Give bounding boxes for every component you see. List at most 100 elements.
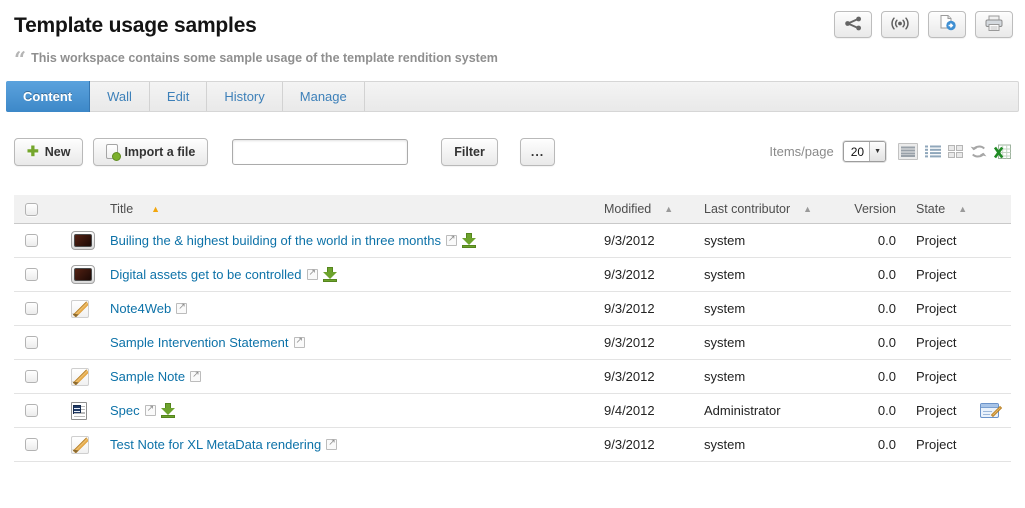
row-checkbox[interactable] [25,438,38,451]
print-button[interactable] [975,11,1013,38]
table-row: Sample Note 9/3/2012 system 0.0 Project [14,360,1011,394]
row-checkbox[interactable] [25,234,38,247]
subscribe-button[interactable] [881,11,919,38]
column-header-state[interactable]: State [916,202,946,216]
video-doc-icon [71,231,95,250]
export-button[interactable] [928,11,966,38]
items-per-page-select[interactable]: 20 ▼ [842,141,886,162]
tab-edit[interactable]: Edit [150,82,208,111]
share-icon [844,16,863,34]
column-header-title[interactable]: Title [110,202,134,216]
external-link-icon[interactable] [326,437,338,450]
external-link-icon[interactable] [445,233,457,246]
excel-export-icon[interactable] [994,144,1011,159]
sort-icon-contributor[interactable]: ▲ [803,204,813,214]
version-cell: 0.0 [877,233,896,248]
word-doc-icon [71,401,87,420]
more-button-label: ... [530,144,545,159]
tab-manage[interactable]: Manage [283,82,365,111]
contributor-cell: system [704,267,746,282]
state-cell: Project [916,267,957,282]
version-cell: 0.0 [877,301,896,316]
modified-cell: 9/3/2012 [604,437,655,452]
table-row: Sample Intervention Statement 9/3/2012 s… [14,326,1011,360]
broadcast-icon [889,16,911,34]
document-link[interactable]: Spec [110,403,140,418]
modified-cell: 9/3/2012 [604,335,655,350]
column-header-modified[interactable]: Modified [604,202,652,216]
workspace-description: “ This workspace contains some sample usa… [14,49,1025,70]
row-checkbox[interactable] [25,302,38,315]
table-row: Spec 9/4/2012 Administrator 0.0 Project [14,394,1011,428]
import-file-icon [106,144,122,161]
note-doc-icon [71,435,89,454]
tab-bar: Content Wall Edit History Manage [6,81,1019,112]
new-button-label: New [44,144,71,159]
row-checkbox[interactable] [25,370,38,383]
tab-content[interactable]: Content [6,81,91,112]
document-link[interactable]: Digital assets get to be controlled [110,267,302,282]
content-table: Title ▲ Modified ▲ Last contributor ▲ Ve… [14,195,1011,462]
items-per-page-value: 20 [850,144,865,159]
refresh-icon[interactable] [970,144,987,159]
note-doc-icon [71,367,89,386]
column-header-last-contributor[interactable]: Last contributor [704,202,791,216]
tab-history[interactable]: History [207,82,283,111]
state-cell: Project [916,233,957,248]
modified-cell: 9/3/2012 [604,267,655,282]
external-link-icon[interactable] [306,267,318,280]
items-per-page-group: Items/page 20 ▼ [769,141,1011,162]
external-link-icon[interactable] [293,335,305,348]
detail-list-view-icon[interactable] [925,145,941,158]
import-button-label: Import a file [124,144,196,159]
grid-view-icon[interactable] [948,145,963,158]
row-checkbox[interactable] [25,336,38,349]
state-cell: Project [916,301,957,316]
sort-icon-modified[interactable]: ▲ [664,204,674,214]
print-icon [984,15,1004,35]
locked-edit-icon [980,403,1003,418]
download-icon[interactable] [322,267,338,282]
modified-cell: 9/3/2012 [604,233,655,248]
select-all-checkbox[interactable] [25,202,38,216]
modified-cell: 9/4/2012 [604,403,655,418]
export-icon [937,14,957,35]
new-button[interactable]: ✚ New [14,137,84,166]
download-icon[interactable] [160,403,176,418]
sort-asc-icon[interactable]: ▲ [151,204,161,214]
list-view-icon[interactable] [898,143,918,160]
document-link[interactable]: Sample Note [110,369,186,384]
table-row: Builing the & highest building of the wo… [14,224,1011,258]
download-icon[interactable] [461,233,477,248]
version-cell: 0.0 [877,369,896,384]
filter-button-label: Filter [454,144,485,159]
table-row: Note4Web 9/3/2012 system 0.0 Project [14,292,1011,326]
more-options-button[interactable]: ... [519,137,556,166]
import-file-button[interactable]: Import a file [93,137,209,166]
row-checkbox[interactable] [25,268,38,281]
version-cell: 0.0 [877,437,896,452]
version-cell: 0.0 [877,403,896,418]
external-link-icon[interactable] [144,403,156,416]
column-header-version[interactable]: Version [854,202,896,216]
contributor-cell: system [704,437,746,452]
document-link[interactable]: Test Note for XL MetaData rendering [110,437,322,452]
filter-button[interactable]: Filter [441,137,498,166]
description-text: This workspace contains some sample usag… [31,51,498,65]
sort-icon-state[interactable]: ▲ [958,204,968,214]
filter-input[interactable] [232,138,409,165]
external-link-icon[interactable] [190,369,202,382]
document-link[interactable]: Builing the & highest building of the wo… [110,233,441,248]
share-button[interactable] [834,11,872,38]
contributor-cell: system [704,301,746,316]
contributor-cell: system [704,369,746,384]
page-title: Template usage samples [14,14,257,37]
contributor-cell: Administrator [704,403,781,418]
document-link[interactable]: Note4Web [110,301,172,316]
tab-wall[interactable]: Wall [90,82,150,111]
version-cell: 0.0 [877,335,896,350]
video-doc-icon [71,265,95,284]
external-link-icon[interactable] [176,301,188,314]
document-link[interactable]: Sample Intervention Statement [110,335,289,350]
row-checkbox[interactable] [25,404,38,417]
